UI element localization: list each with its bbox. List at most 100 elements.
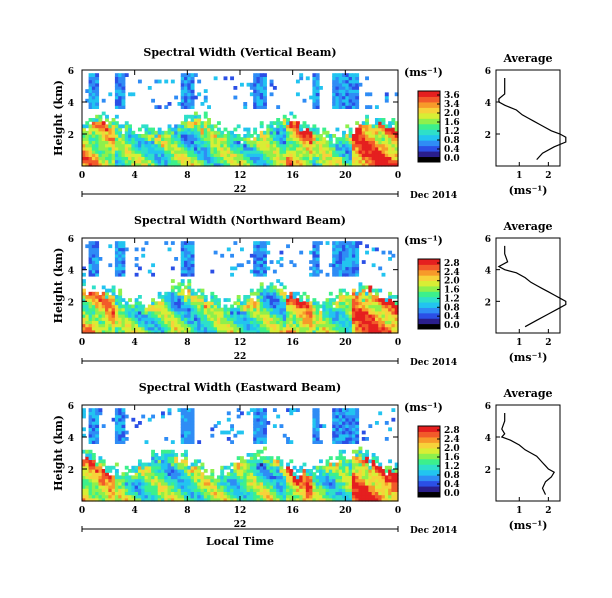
heatmap-cell [144, 310, 149, 315]
heatmap-cell [200, 156, 205, 161]
heatmap-cell [315, 478, 320, 483]
heatmap-cell [351, 143, 356, 148]
heatmap-cell [210, 124, 215, 129]
heatmap-cell [91, 241, 96, 245]
heatmap-cell [256, 421, 261, 425]
heatmap-cell [361, 295, 366, 299]
heatmap-cell [161, 462, 165, 467]
heatmap-cell [332, 95, 337, 100]
heatmap-cell [315, 134, 320, 138]
heatmap-cell [263, 295, 267, 299]
heatmap-cell [193, 118, 198, 122]
heatmap-cell [282, 150, 287, 154]
heatmap-cell [361, 469, 366, 473]
heatmap-cell [105, 465, 109, 470]
heatmap-cell [184, 143, 188, 148]
heatmap-cell [325, 494, 330, 499]
heatmap-cell [187, 247, 192, 252]
heatmap-cell [111, 323, 116, 328]
heatmap-cell [134, 298, 139, 302]
heatmap-cell [134, 146, 139, 151]
heatmap-cell [246, 462, 251, 467]
heatmap-cell [259, 244, 264, 249]
heatmap-cell [88, 244, 93, 249]
heatmap-cell [167, 298, 172, 302]
heatmap-cell [351, 488, 356, 492]
heatmap-cell [128, 134, 132, 138]
heatmap-cell [351, 301, 356, 306]
heatmap-cell [197, 79, 202, 84]
heatmap-cell [114, 272, 119, 277]
heatmap-cell [213, 317, 218, 321]
heatmap-cell [91, 102, 96, 106]
date-label: Dec 2014 [410, 358, 457, 368]
heatmap-cell [184, 137, 188, 141]
heatmap-cell [187, 162, 192, 167]
heatmap-cell [394, 92, 399, 97]
heatmap-cell [355, 440, 360, 444]
heatmap-cell [338, 433, 343, 438]
heatmap-cell [272, 310, 277, 315]
heatmap-cell [378, 162, 383, 167]
heatmap-cell [230, 153, 235, 157]
heatmap-cell [305, 304, 310, 309]
heatmap-cell [180, 488, 185, 492]
heatmap-cell [348, 295, 353, 299]
heatmap-cell [312, 143, 317, 148]
heatmap-cell [108, 137, 113, 141]
heatmap-cell [269, 326, 274, 331]
heatmap-cell [174, 153, 179, 157]
heatmap-cell [223, 153, 228, 157]
heatmap-cell [259, 295, 264, 299]
heatmap-cell [289, 488, 294, 492]
heatmap-cell [187, 291, 192, 296]
heatmap-cell [236, 475, 241, 480]
heatmap-cell [170, 494, 175, 499]
heatmap-cell [246, 156, 251, 161]
heatmap-cell [325, 272, 330, 277]
heatmap-cell [305, 317, 310, 321]
heatmap-cell [91, 472, 96, 476]
heatmap-cell [381, 143, 386, 148]
heatmap-cell [315, 146, 320, 151]
heatmap-cell [180, 137, 185, 141]
heatmap-cell [187, 320, 192, 325]
heatmap-cell [184, 102, 188, 106]
heatmap-cell [259, 421, 264, 425]
heatmap-cell [82, 272, 86, 277]
heatmap-cell [98, 485, 103, 489]
heatmap-cell [259, 291, 264, 296]
heatmap-cell [253, 317, 258, 321]
heatmap-cell [388, 320, 393, 325]
heatmap-cell [259, 137, 264, 141]
heatmap-cell [128, 469, 132, 473]
heatmap-cell [187, 494, 192, 499]
heatmap-cell [315, 440, 320, 444]
heatmap-cell [345, 469, 350, 473]
heatmap-cell [259, 146, 264, 151]
heatmap-cell [82, 326, 86, 331]
heatmap-cell [388, 478, 393, 483]
heatmap-cell [315, 427, 320, 432]
heatmap-cell [207, 475, 211, 480]
heatmap-cell [91, 310, 96, 315]
heatmap-cell [95, 291, 100, 296]
heatmap-cell [338, 424, 343, 428]
heatmap-cell [177, 462, 182, 467]
heatmap-cell [98, 411, 103, 416]
heatmap-cell [161, 475, 165, 480]
heatmap-cell [184, 453, 188, 457]
heatmap-cell [246, 134, 251, 138]
x-tick-label: 12 [234, 338, 247, 348]
heatmap-cell [137, 497, 142, 502]
heatmap-cell [282, 156, 287, 161]
heatmap-cell [256, 98, 261, 103]
heatmap-cell [111, 127, 116, 132]
heatmap-cell [263, 150, 267, 154]
heatmap-cell [309, 469, 314, 473]
heatmap-cell [101, 310, 106, 315]
heatmap-cell [309, 310, 314, 315]
heatmap-cell [174, 162, 179, 167]
heatmap-cell [358, 137, 363, 141]
heatmap-cell [105, 130, 109, 135]
